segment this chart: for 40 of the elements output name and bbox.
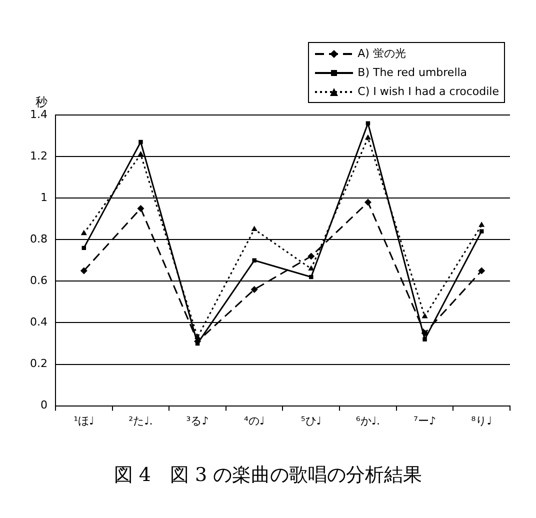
- point: [250, 286, 258, 293]
- x-tick-label: ⁶か♩.: [356, 414, 380, 428]
- text: 図 4 図 3 の楽曲の歌唱の分析結果: [112, 463, 424, 488]
- point: [478, 222, 485, 227]
- y-tick-label: 0: [40, 398, 48, 412]
- y-tick-label: 0.8: [30, 232, 48, 246]
- point: [138, 150, 144, 156]
- point: [479, 229, 484, 234]
- point: [80, 230, 87, 236]
- point: [308, 252, 315, 260]
- x-tick-label: ⁷ー♪: [414, 414, 436, 428]
- point: [478, 267, 486, 274]
- legend-label: B) The red umbrella: [358, 65, 468, 81]
- x-tick-label: ⁸り♩: [471, 414, 492, 428]
- y-tick-label: 1.2: [30, 149, 48, 162]
- point: [252, 258, 256, 263]
- point: [422, 312, 428, 318]
- point: [364, 198, 372, 206]
- y-tick-label: 0.6: [30, 274, 48, 288]
- point: [251, 226, 258, 231]
- point: [80, 267, 88, 274]
- y-tick-label: 1: [40, 190, 48, 204]
- point: [137, 204, 144, 212]
- x-tick-label: ²た♩.: [128, 414, 153, 428]
- y-axis-title: 秒: [35, 95, 48, 110]
- point: [422, 337, 427, 342]
- point: [309, 274, 314, 280]
- point: [364, 134, 371, 140]
- legend-label: C) I wish I had a crocodile: [358, 84, 499, 100]
- point: [138, 140, 143, 144]
- y-tick-label: 0.2: [30, 357, 48, 370]
- point: [421, 330, 428, 337]
- y-tick-label: 1.4: [30, 108, 48, 121]
- legend-label: A) 蛍の光: [358, 46, 406, 62]
- x-tick-label: ⁵ひ♩: [300, 414, 322, 428]
- point: [366, 121, 370, 126]
- x-tick-label: ⁴の♩: [244, 414, 265, 428]
- x-tick-label: ¹ほ♩: [74, 414, 94, 428]
- y-tick-label: 0.4: [30, 316, 48, 329]
- x-tick-label: ³る♪: [186, 414, 209, 428]
